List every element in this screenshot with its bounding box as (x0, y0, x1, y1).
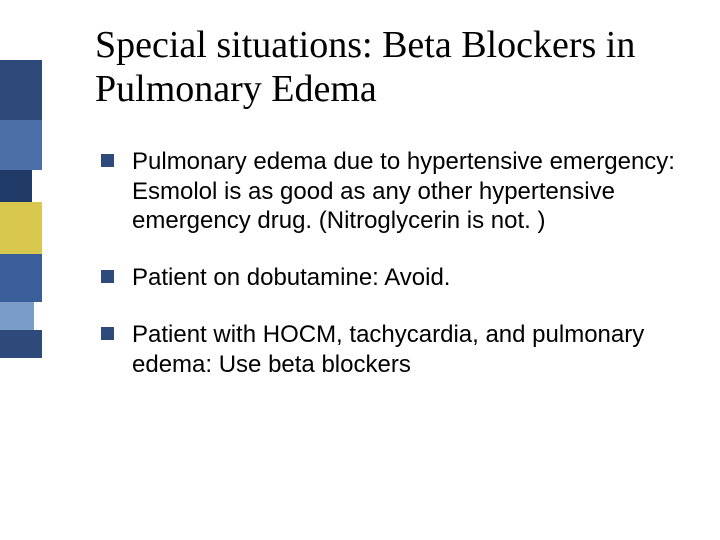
sidebar-block (0, 202, 42, 254)
bullet-text: Pulmonary edema due to hypertensive emer… (132, 147, 685, 235)
decorative-sidebar (0, 0, 42, 540)
sidebar-block (0, 120, 42, 170)
bullet-marker-icon (101, 327, 114, 340)
bullet-item: Patient on dobutamine: Avoid. (101, 263, 685, 292)
sidebar-block (0, 330, 42, 358)
bullet-marker-icon (101, 154, 114, 167)
sidebar-block (0, 302, 34, 330)
bullet-marker-icon (101, 270, 114, 283)
bullet-item: Pulmonary edema due to hypertensive emer… (101, 147, 685, 235)
slide-content: Special situations: Beta Blockers in Pul… (95, 24, 685, 407)
bullet-text: Patient on dobutamine: Avoid. (132, 263, 450, 292)
sidebar-block (0, 254, 42, 302)
sidebar-block (0, 60, 42, 120)
slide-title: Special situations: Beta Blockers in Pul… (95, 24, 685, 111)
bullet-item: Patient with HOCM, tachycardia, and pulm… (101, 320, 685, 379)
bullet-text: Patient with HOCM, tachycardia, and pulm… (132, 320, 685, 379)
sidebar-block (0, 170, 32, 202)
bullet-list: Pulmonary edema due to hypertensive emer… (95, 147, 685, 379)
